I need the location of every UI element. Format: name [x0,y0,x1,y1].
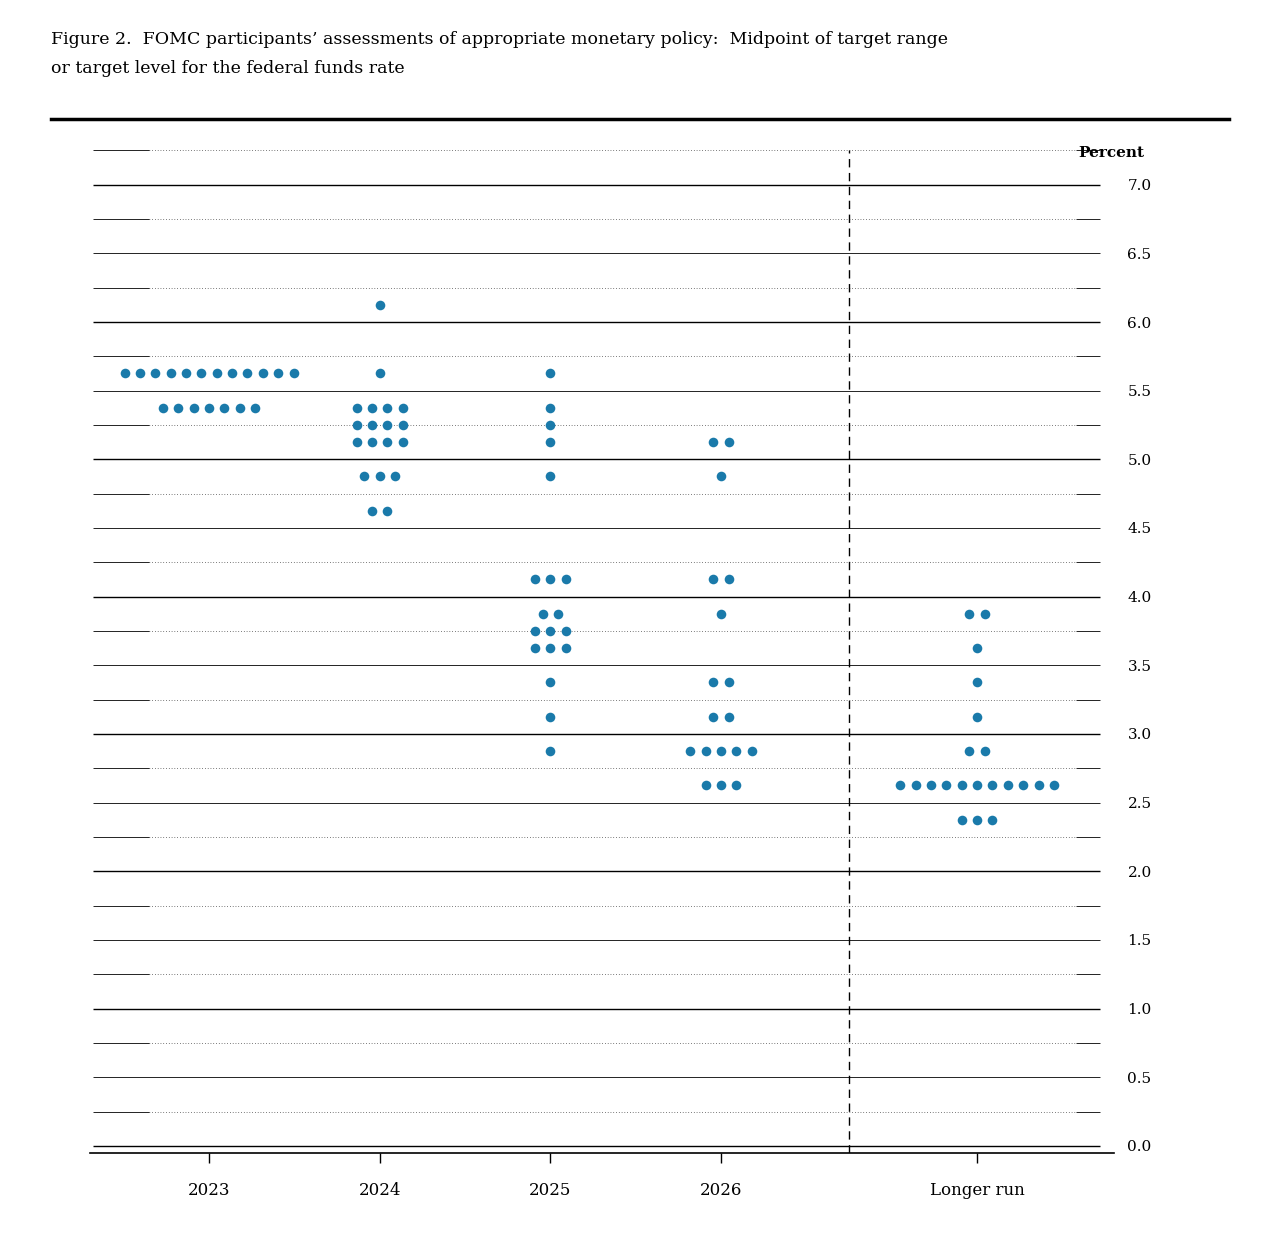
Point [710,776,731,796]
Point [710,466,731,486]
Point [347,432,367,452]
Text: or target level for the federal funds rate: or target level for the federal funds ra… [51,60,404,78]
Point [718,569,739,589]
Point [175,363,196,383]
Point [951,776,972,796]
Point [710,741,731,761]
Text: Figure 2.  FOMC participants’ assessments of appropriate monetary policy:  Midpo: Figure 2. FOMC participants’ assessments… [51,31,948,49]
Point [1012,776,1033,796]
Point [378,501,398,521]
Point [920,776,941,796]
Point [982,776,1002,796]
Point [393,415,413,435]
Point [152,397,173,417]
Point [540,638,561,658]
Point [703,673,723,693]
Point [718,707,739,727]
Point [370,466,390,486]
Text: Percent: Percent [1078,145,1144,160]
Point [385,466,406,486]
Point [695,741,716,761]
Point [936,776,956,796]
Point [532,604,553,624]
Point [129,363,150,383]
Point [362,432,383,452]
Point [540,415,561,435]
Point [959,741,979,761]
Point [959,604,979,624]
Point [525,638,545,658]
Point [114,363,134,383]
Point [370,294,390,315]
Point [540,673,561,693]
Point [966,776,987,796]
Point [347,415,367,435]
Point [890,776,910,796]
Point [229,397,250,417]
Point [710,604,731,624]
Point [905,776,925,796]
Point [1043,776,1064,796]
Point [540,363,561,383]
Point [221,363,242,383]
Point [982,809,1002,829]
Point [540,741,561,761]
Point [252,363,273,383]
Point [540,397,561,417]
Point [540,569,561,589]
Point [183,397,204,417]
Point [556,638,576,658]
Point [726,776,746,796]
Point [718,432,739,452]
Point [206,363,227,383]
Point [556,569,576,589]
Point [198,397,219,417]
Point [393,397,413,417]
Point [741,741,762,761]
Point [703,707,723,727]
Point [362,415,383,435]
Point [283,363,303,383]
Point [268,363,288,383]
Point [160,363,180,383]
Point [966,707,987,727]
Point [378,415,398,435]
Point [540,707,561,727]
Point [393,432,413,452]
Point [540,432,561,452]
Point [378,397,398,417]
Point [378,432,398,452]
Point [680,741,700,761]
Point [362,397,383,417]
Point [703,569,723,589]
Point [540,621,561,642]
Point [525,569,545,589]
Point [214,397,234,417]
Point [355,466,375,486]
Point [695,776,716,796]
Point [726,741,746,761]
Point [974,741,995,761]
Point [718,673,739,693]
Point [168,397,188,417]
Point [974,604,995,624]
Point [556,621,576,642]
Point [548,604,568,624]
Point [966,673,987,693]
Point [540,466,561,486]
Point [1028,776,1048,796]
Point [244,397,265,417]
Point [191,363,211,383]
Point [966,809,987,829]
Point [237,363,257,383]
Point [145,363,165,383]
Point [347,397,367,417]
Point [966,638,987,658]
Point [362,501,383,521]
Point [703,432,723,452]
Point [525,621,545,642]
Point [951,809,972,829]
Point [370,363,390,383]
Point [997,776,1018,796]
